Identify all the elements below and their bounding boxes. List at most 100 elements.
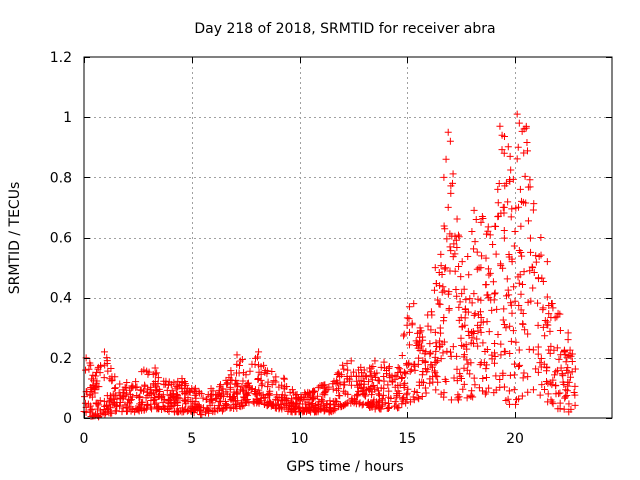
y-axis-label: SRMTID / TECUs	[7, 182, 23, 295]
data-point	[479, 374, 487, 382]
data-point	[379, 391, 387, 399]
data-point	[206, 401, 214, 409]
data-point	[497, 351, 505, 359]
data-point	[261, 400, 269, 408]
data-point	[529, 264, 537, 272]
data-point	[534, 350, 542, 358]
data-point	[457, 375, 465, 383]
data-point	[460, 353, 468, 361]
data-point	[393, 390, 401, 398]
data-point	[536, 359, 544, 367]
data-point	[468, 299, 476, 307]
data-point	[447, 247, 455, 255]
data-point	[553, 313, 561, 321]
data-point	[340, 365, 348, 373]
data-point	[159, 402, 167, 410]
data-point	[368, 376, 376, 384]
data-point	[464, 253, 472, 261]
data-point	[453, 292, 461, 300]
data-point	[435, 300, 443, 308]
data-point	[510, 360, 518, 368]
data-point	[549, 304, 557, 312]
data-point	[144, 401, 152, 409]
data-point	[292, 399, 300, 407]
data-point	[333, 370, 341, 378]
data-point	[375, 390, 383, 398]
data-point	[104, 367, 112, 375]
data-point	[565, 400, 573, 408]
data-point	[135, 407, 143, 415]
y-tick-label: 0.8	[50, 170, 72, 186]
data-point	[195, 389, 203, 397]
data-point	[403, 391, 411, 399]
data-point	[517, 290, 525, 298]
data-point	[443, 235, 451, 243]
data-point	[541, 332, 549, 340]
data-point	[524, 388, 532, 396]
data-point	[437, 390, 445, 398]
axis-ticks: 0 0.2 0.4 0.6 0.8 1 1.2 0 5 10 15 20	[50, 50, 612, 447]
data-point	[444, 290, 452, 298]
data-point	[519, 320, 527, 328]
data-point	[181, 377, 189, 385]
data-point	[434, 378, 442, 386]
data-point	[568, 357, 576, 365]
data-point	[470, 206, 478, 214]
data-point	[475, 384, 483, 392]
data-point	[541, 386, 549, 394]
data-point	[518, 252, 526, 260]
data-point	[238, 383, 246, 391]
data-point	[530, 200, 538, 208]
data-point	[529, 206, 537, 214]
data-point	[485, 271, 493, 279]
data-point	[335, 402, 343, 410]
data-point	[318, 397, 326, 405]
data-point	[199, 394, 207, 402]
data-point	[432, 386, 440, 394]
data-point	[543, 293, 551, 301]
data-point	[478, 252, 486, 260]
data-point	[490, 296, 498, 304]
data-point	[502, 179, 510, 187]
data-point	[81, 399, 89, 407]
data-point	[482, 254, 490, 262]
data-point	[266, 391, 274, 399]
data-point	[556, 327, 564, 335]
data-point	[214, 406, 222, 414]
data-point	[172, 385, 180, 393]
data-point	[548, 299, 556, 307]
data-point	[368, 391, 376, 399]
data-point	[436, 282, 444, 290]
data-point	[446, 137, 454, 145]
data-point	[272, 373, 280, 381]
data-point	[212, 391, 220, 399]
data-point	[472, 215, 480, 223]
data-point	[150, 400, 158, 408]
data-point	[440, 173, 448, 181]
data-point	[500, 347, 508, 355]
data-point	[245, 384, 253, 392]
data-point	[538, 381, 546, 389]
data-point	[440, 389, 448, 397]
data-point	[348, 397, 356, 405]
data-point	[491, 289, 499, 297]
data-point	[479, 387, 487, 395]
data-point	[329, 407, 337, 415]
data-point	[377, 363, 385, 371]
data-point	[445, 304, 453, 312]
data-point	[359, 388, 367, 396]
data-point	[507, 337, 515, 345]
data-point	[511, 227, 519, 235]
data-point	[270, 377, 278, 385]
data-point	[320, 389, 328, 397]
data-point	[116, 399, 124, 407]
data-point	[127, 407, 135, 415]
data-point	[506, 371, 514, 379]
data-point	[354, 390, 362, 398]
data-point	[514, 203, 522, 211]
data-point	[497, 340, 505, 348]
data-point	[230, 388, 238, 396]
data-point	[444, 128, 452, 136]
data-point	[453, 377, 461, 385]
data-point	[365, 386, 373, 394]
